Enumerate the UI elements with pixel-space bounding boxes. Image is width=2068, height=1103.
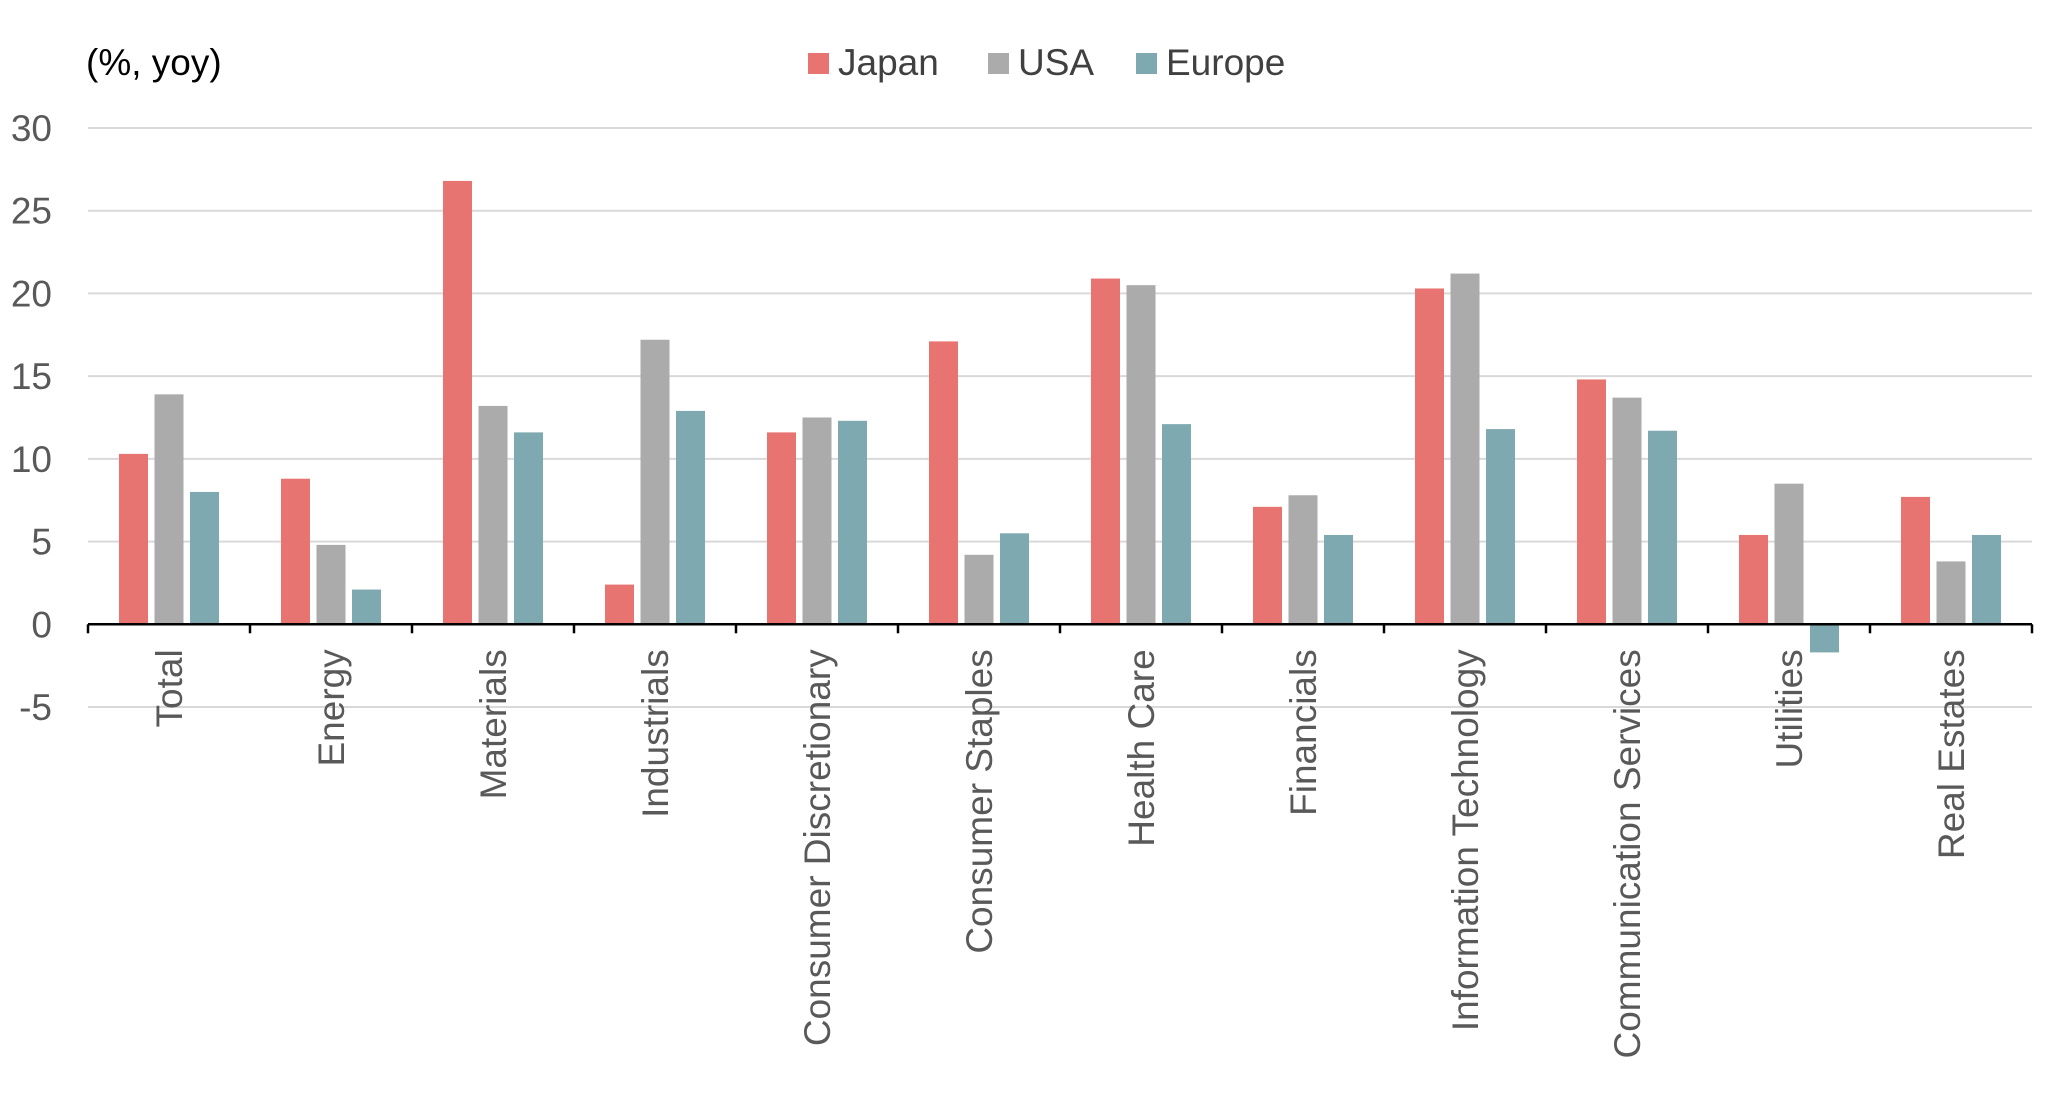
y-tick-label: 15 (11, 356, 52, 397)
bar-europe (1972, 534, 2001, 625)
bar-japan (767, 432, 796, 625)
x-tick-label: Total (149, 649, 190, 727)
bar-europe (514, 432, 543, 625)
y-tick-label: 0 (31, 604, 52, 645)
bar-japan (1577, 379, 1606, 625)
x-tick-label: Real Estates (1931, 649, 1972, 859)
bar-usa (1612, 397, 1642, 625)
x-tick-label: Utilities (1769, 649, 1810, 768)
bar-europe (190, 491, 219, 625)
gridlines (88, 127, 2032, 708)
legend-label-usa: USA (1018, 42, 1094, 83)
bar-europe (1486, 429, 1515, 625)
bar-japan (1739, 534, 1768, 625)
y-axis-unit-label: (%, yoy) (86, 42, 222, 83)
x-axis (86, 623, 2034, 634)
bar-europe (1810, 624, 1839, 653)
bar-usa (1288, 495, 1318, 625)
x-tick-label: Financials (1283, 649, 1324, 816)
y-tick-label: 5 (31, 522, 52, 563)
bar-europe (838, 420, 867, 625)
y-tick-label: -5 (19, 687, 52, 728)
bars (119, 180, 2001, 653)
bar-japan (1253, 506, 1282, 625)
x-tick-label: Consumer Discretionary (797, 649, 838, 1046)
legend-label-europe: Europe (1166, 42, 1285, 83)
bar-japan (929, 341, 958, 625)
x-tick-label: Information Technology (1445, 649, 1486, 1031)
bar-japan (1901, 496, 1930, 625)
bar-usa (1936, 561, 1966, 625)
bar-usa (1774, 483, 1804, 625)
x-tick-label: Energy (311, 649, 352, 767)
bar-europe (1648, 430, 1677, 625)
y-tick-label: 30 (11, 108, 52, 149)
bar-europe (352, 589, 381, 625)
y-tick-label: 25 (11, 191, 52, 232)
bar-europe (1162, 424, 1191, 625)
y-axis: -5 0 5 10 15 20 25 30 (11, 108, 52, 728)
bar-europe (676, 410, 705, 625)
x-tick-labels: Total Energy Materials Industrials Consumer … (149, 649, 1972, 1059)
bar-japan (281, 478, 310, 625)
bar-japan (443, 180, 472, 625)
x-tick-label: Health Care (1121, 649, 1162, 846)
bar-usa (478, 405, 508, 625)
bar-europe (1000, 533, 1029, 625)
x-tick-label: Communication Services (1607, 649, 1648, 1058)
x-tick-label: Materials (473, 649, 514, 799)
legend-swatch-europe (1136, 53, 1157, 74)
bar-europe (1324, 534, 1353, 625)
bar-usa (316, 544, 346, 625)
x-tick-label: Industrials (635, 649, 676, 818)
legend-swatch-usa (988, 53, 1009, 74)
bar-usa (802, 417, 832, 625)
y-tick-label: 10 (11, 439, 52, 480)
legend: Japan USA Europe (808, 42, 1285, 83)
legend-swatch-japan (808, 53, 829, 74)
bar-usa (154, 394, 184, 625)
x-tick-label: Consumer Staples (959, 649, 1000, 953)
bar-usa (1450, 273, 1480, 625)
legend-label-japan: Japan (838, 42, 939, 83)
bar-usa (640, 339, 670, 625)
bar-japan (119, 453, 148, 625)
bar-japan (605, 584, 634, 625)
bar-usa (964, 554, 994, 625)
bar-japan (1091, 278, 1120, 625)
bar-usa (1126, 285, 1156, 625)
bar-japan (1415, 288, 1444, 625)
y-tick-label: 20 (11, 273, 52, 314)
